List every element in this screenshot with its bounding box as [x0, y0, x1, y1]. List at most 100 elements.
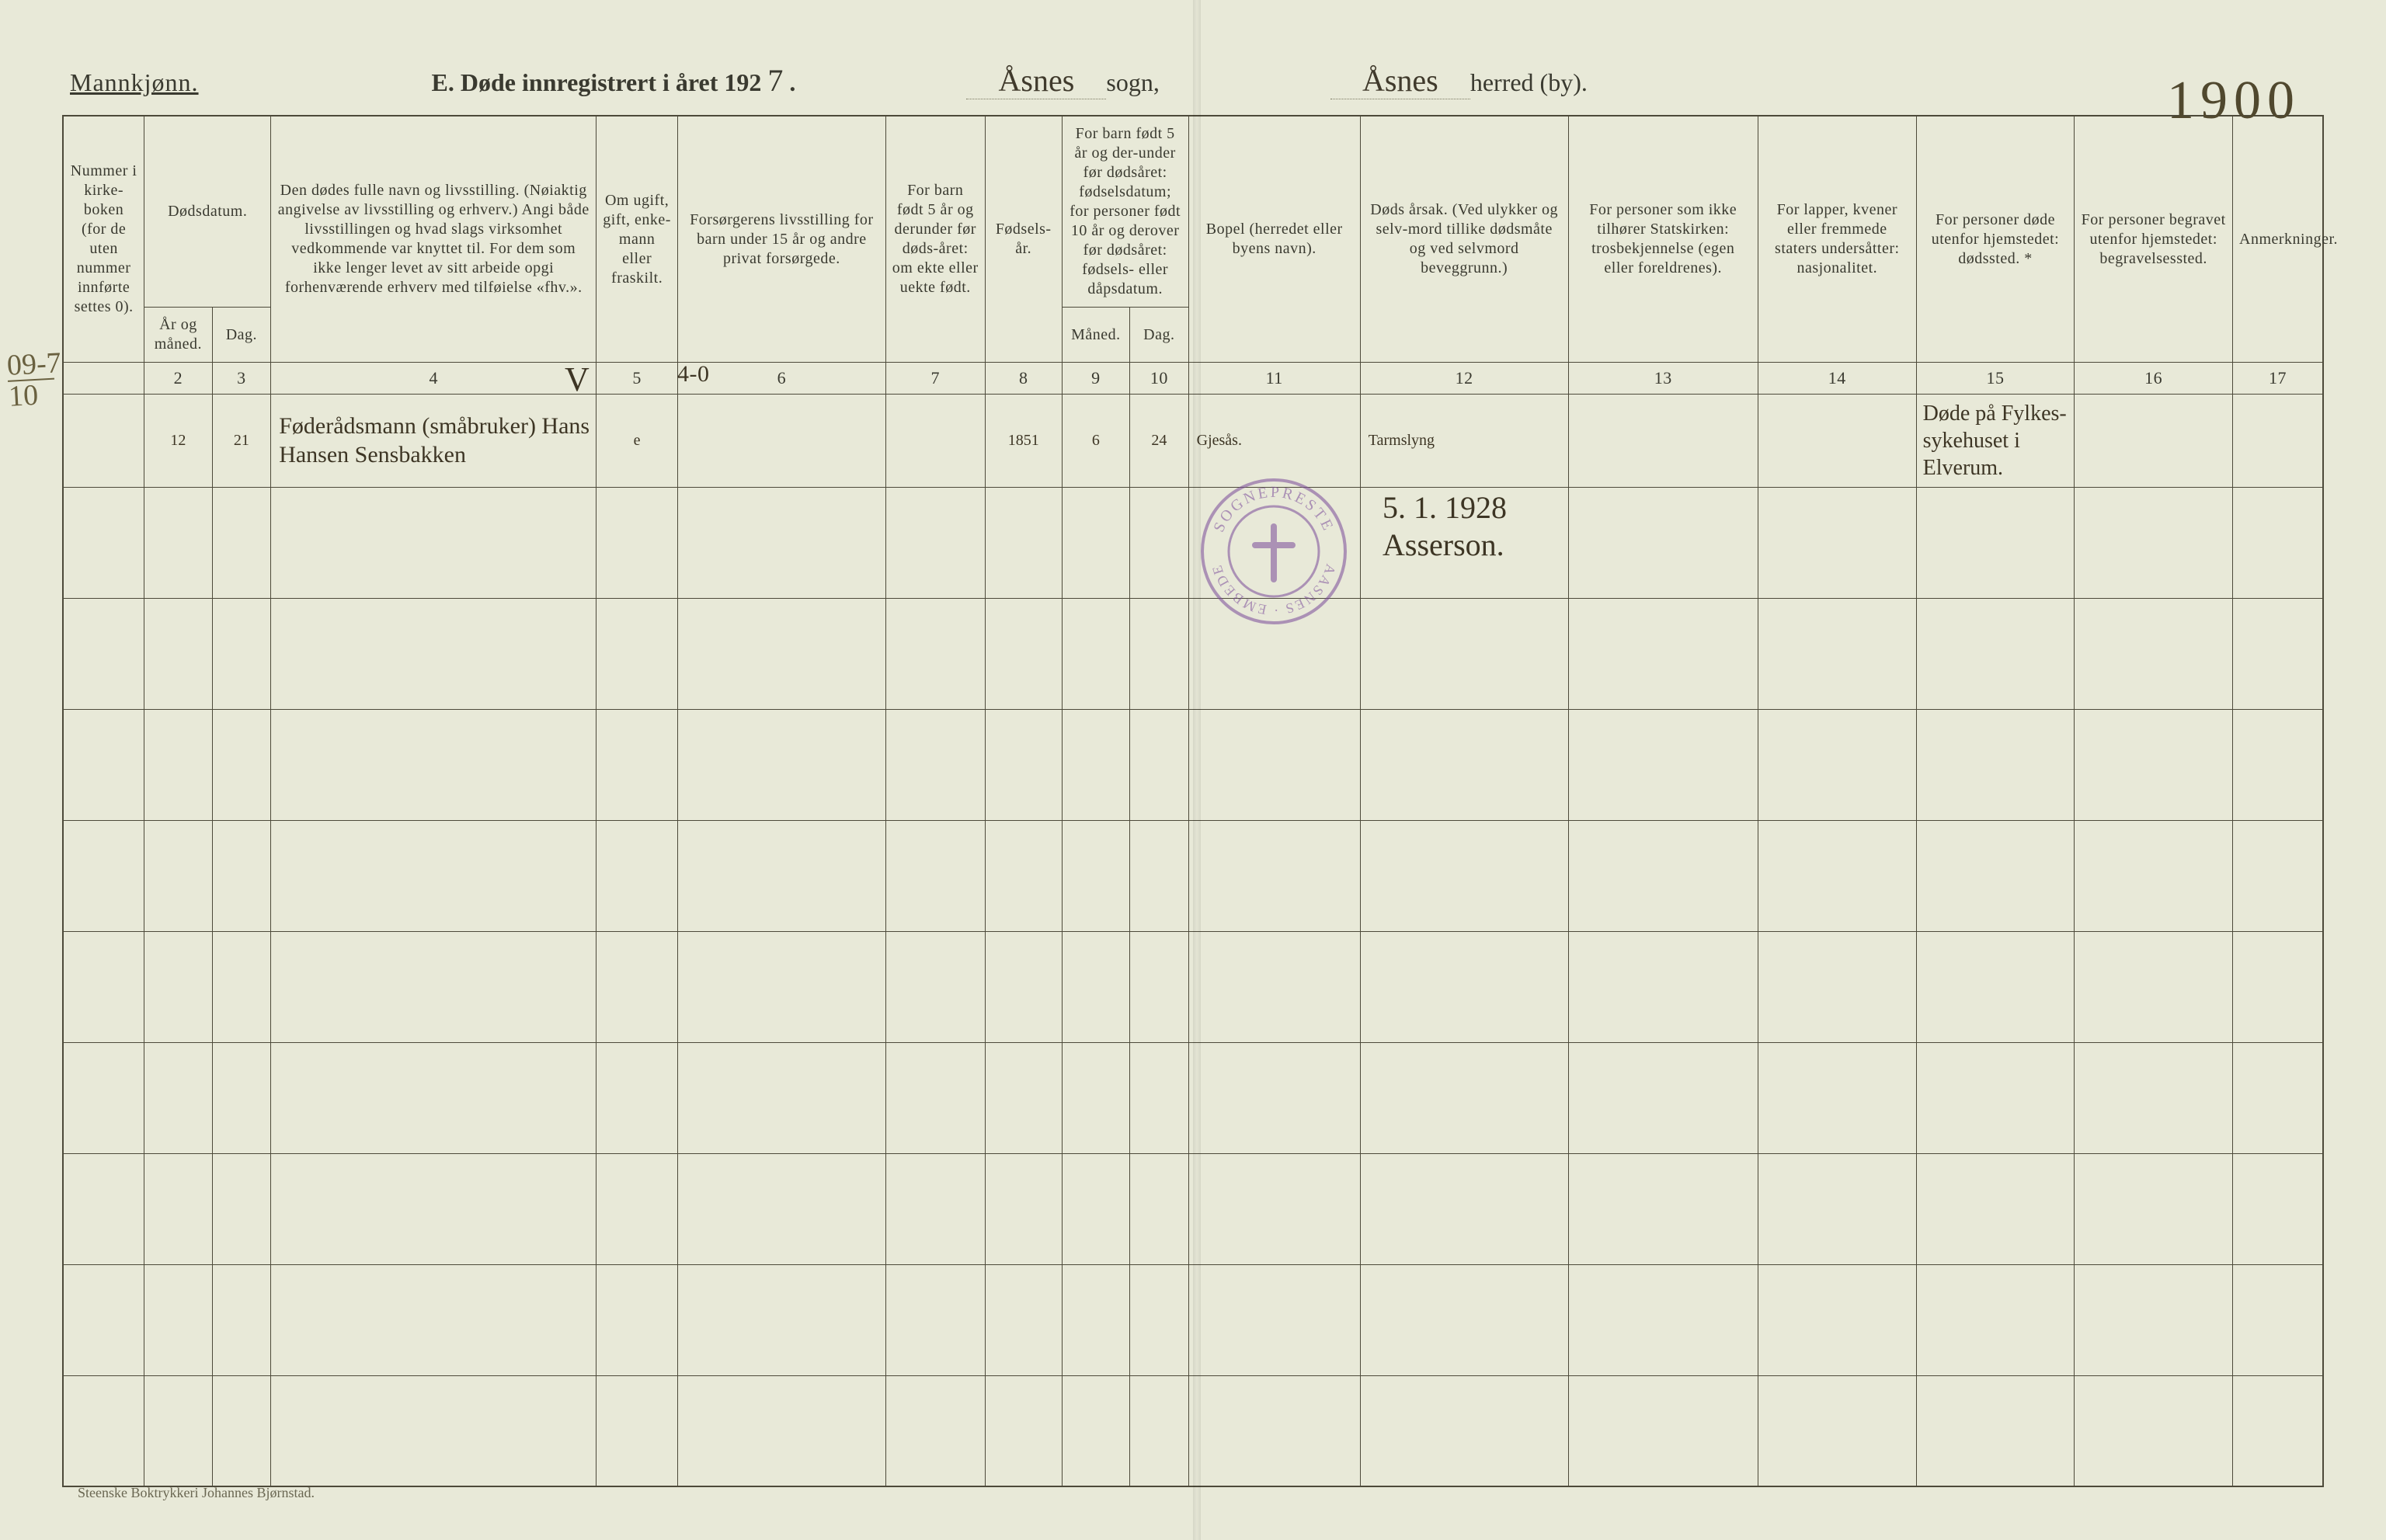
blank-cell	[2075, 1375, 2233, 1486]
blank-cell	[885, 1264, 985, 1375]
blank-cell	[1758, 1042, 1916, 1153]
blank-cell	[1568, 1375, 1758, 1486]
blank-cell	[1360, 931, 1568, 1042]
cell-c6	[678, 394, 886, 487]
blank-cell	[144, 598, 212, 709]
signature-date: 5. 1. 1928	[1383, 489, 1507, 527]
blank-cell	[678, 1153, 886, 1264]
blank-cell	[1062, 820, 1129, 931]
herred-block: Åsnes herred (by).	[1330, 62, 1588, 99]
blank-cell	[985, 487, 1062, 598]
blank-cell	[63, 709, 144, 820]
cell-c1	[63, 394, 144, 487]
blank-cell	[1916, 820, 2075, 931]
blank-cell	[2233, 598, 2323, 709]
col-9-header: Måned.	[1062, 308, 1129, 363]
blank-cell	[1360, 1264, 1568, 1375]
blank-cell	[678, 1264, 886, 1375]
col-15-header: For personer døde utenfor hjemstedet: dø…	[1916, 116, 2075, 363]
colnum-8: 8	[985, 363, 1062, 395]
blank-cell	[271, 1375, 596, 1486]
blank-cell	[1758, 709, 1916, 820]
colnum-4: 4 V	[271, 363, 596, 395]
herred-label: herred (by).	[1470, 68, 1588, 97]
col-13-header: For personer som ikke tilhører Statskirk…	[1568, 116, 1758, 363]
blank-cell	[1188, 487, 1360, 598]
table-row-blank	[63, 598, 2323, 709]
blank-cell	[271, 598, 596, 709]
blank-cell	[985, 598, 1062, 709]
blank-cell	[985, 931, 1062, 1042]
cell-c17	[2233, 394, 2323, 487]
blank-cell	[2233, 931, 2323, 1042]
blank-cell	[1568, 487, 1758, 598]
col4-tick-annotation: V	[565, 358, 590, 401]
cell-c15: Døde på Fylkes-sykehuset i Elverum.	[1916, 394, 2075, 487]
death-register-table: Nummer i kirke-boken (for de uten nummer…	[62, 115, 2324, 1487]
colnum-5-num: 5	[632, 368, 642, 388]
table-row-blank	[63, 1042, 2323, 1153]
blank-cell	[678, 598, 886, 709]
blank-cell	[1062, 1042, 1129, 1153]
col-9-10-group-header: For barn født 5 år og der-under før døds…	[1062, 116, 1188, 308]
table-row-blank	[63, 931, 2323, 1042]
blank-cell	[271, 1264, 596, 1375]
cell-c12: Tarmslyng	[1360, 394, 1568, 487]
cell-c8: 1851	[985, 394, 1062, 487]
cell-c14	[1758, 394, 1916, 487]
blank-cell	[212, 820, 271, 931]
blank-cell	[1129, 709, 1188, 820]
blank-cell	[144, 487, 212, 598]
blank-cell	[1360, 598, 1568, 709]
blank-cell	[1188, 598, 1360, 709]
blank-cell	[885, 931, 985, 1042]
header-row-1: Nummer i kirke-boken (for de uten nummer…	[63, 116, 2323, 308]
blank-cell	[596, 1375, 678, 1486]
blank-cell	[2075, 820, 2233, 931]
blank-cell	[678, 820, 886, 931]
top-right-number: 1900	[2167, 70, 2301, 132]
blank-cell	[678, 487, 886, 598]
blank-cell	[2233, 487, 2323, 598]
blank-cell	[1568, 820, 1758, 931]
table-row-blank	[63, 1153, 2323, 1264]
table-row-blank	[63, 820, 2323, 931]
col-16-header: For personer begravet utenfor hjemstedet…	[2075, 116, 2233, 363]
blank-cell	[596, 1264, 678, 1375]
col-2-3-group-header: Dødsdatum.	[144, 116, 271, 308]
blank-cell	[212, 931, 271, 1042]
table-row-blank	[63, 487, 2323, 598]
blank-cell	[1129, 1042, 1188, 1153]
blank-cell	[1062, 709, 1129, 820]
blank-cell	[63, 1153, 144, 1264]
blank-cell	[1129, 1153, 1188, 1264]
blank-cell	[144, 1375, 212, 1486]
blank-cell	[885, 1042, 985, 1153]
cell-c9: 6	[1062, 394, 1129, 487]
blank-cell	[2075, 598, 2233, 709]
blank-cell	[596, 1042, 678, 1153]
blank-cell	[1360, 1153, 1568, 1264]
blank-cell	[596, 487, 678, 598]
blank-cell	[1916, 931, 2075, 1042]
blank-cell	[2233, 1264, 2323, 1375]
column-number-row: 2 3 4 V 5 4-0 6 7 8 9 10 11 12 13 14	[63, 363, 2323, 395]
blank-cell	[1916, 709, 2075, 820]
blank-cell	[985, 709, 1062, 820]
blank-cell	[1062, 598, 1129, 709]
blank-cell	[1129, 1264, 1188, 1375]
blank-cell	[885, 820, 985, 931]
blank-cell	[63, 931, 144, 1042]
blank-cell	[678, 931, 886, 1042]
blank-cell	[1062, 931, 1129, 1042]
blank-cell	[212, 1375, 271, 1486]
col-14-header: For lapper, kvener eller fremmede stater…	[1758, 116, 1916, 363]
blank-cell	[1758, 820, 1916, 931]
blank-cell	[1129, 1375, 1188, 1486]
table-head: Nummer i kirke-boken (for de uten nummer…	[63, 116, 2323, 394]
sogn-block: Åsnes sogn,	[966, 62, 1159, 99]
blank-cell	[63, 820, 144, 931]
blank-cell	[596, 598, 678, 709]
blank-cell	[144, 820, 212, 931]
cell-c2: 12	[144, 394, 212, 487]
